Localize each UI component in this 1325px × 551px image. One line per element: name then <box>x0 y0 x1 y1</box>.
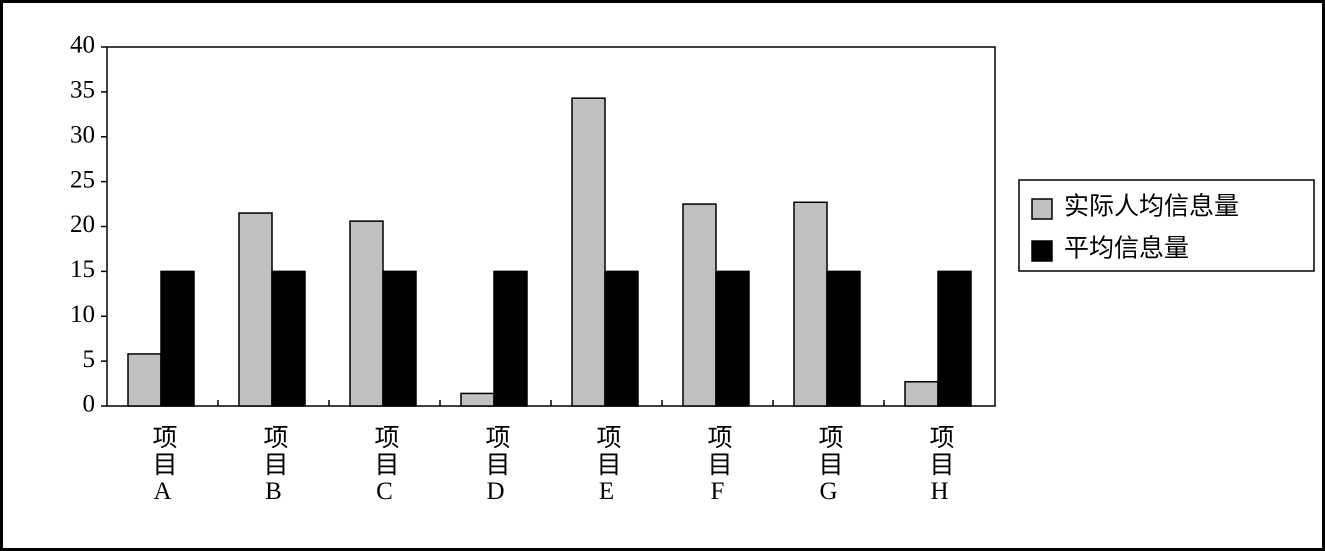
y-tick-label: 0 <box>83 391 96 418</box>
bar <box>460 392 495 407</box>
bar <box>793 201 828 407</box>
y-tick-label: 40 <box>70 32 95 59</box>
x-tick-label: 项目B <box>260 424 289 507</box>
x-tick-label: 项目H <box>926 424 955 507</box>
bar <box>127 353 162 407</box>
bar <box>571 97 606 407</box>
bar <box>826 270 861 407</box>
bar <box>349 220 384 407</box>
bar <box>493 270 528 407</box>
x-tick-label: 项目C <box>371 424 400 507</box>
bar <box>682 203 717 407</box>
y-tick-label: 20 <box>70 211 95 238</box>
legend-box <box>1018 179 1315 272</box>
bar <box>238 212 273 407</box>
y-tick-label: 10 <box>70 301 95 328</box>
legend-label: 实际人均信息量 <box>1064 193 1239 221</box>
x-tick-label: 项目G <box>815 424 844 507</box>
x-tick-label: 项目E <box>593 424 622 507</box>
bar <box>271 270 306 407</box>
y-tick-label: 35 <box>70 77 95 104</box>
bar <box>715 270 750 407</box>
legend-swatch <box>1031 240 1053 262</box>
x-tick-label: 项目F <box>704 424 733 507</box>
bar <box>382 270 417 407</box>
legend-label: 平均信息量 <box>1064 235 1189 263</box>
bar <box>160 270 195 407</box>
legend-swatch <box>1031 198 1053 220</box>
y-tick-label: 5 <box>83 346 96 373</box>
y-tick-label: 15 <box>70 256 95 283</box>
y-tick-label: 25 <box>70 166 95 193</box>
bar <box>937 270 972 407</box>
x-tick-label: 项目A <box>149 424 178 507</box>
x-tick-label: 项目D <box>482 424 511 507</box>
bar <box>604 270 639 407</box>
bar <box>904 381 939 407</box>
legend <box>1018 179 1315 272</box>
y-tick-label: 30 <box>70 121 95 148</box>
